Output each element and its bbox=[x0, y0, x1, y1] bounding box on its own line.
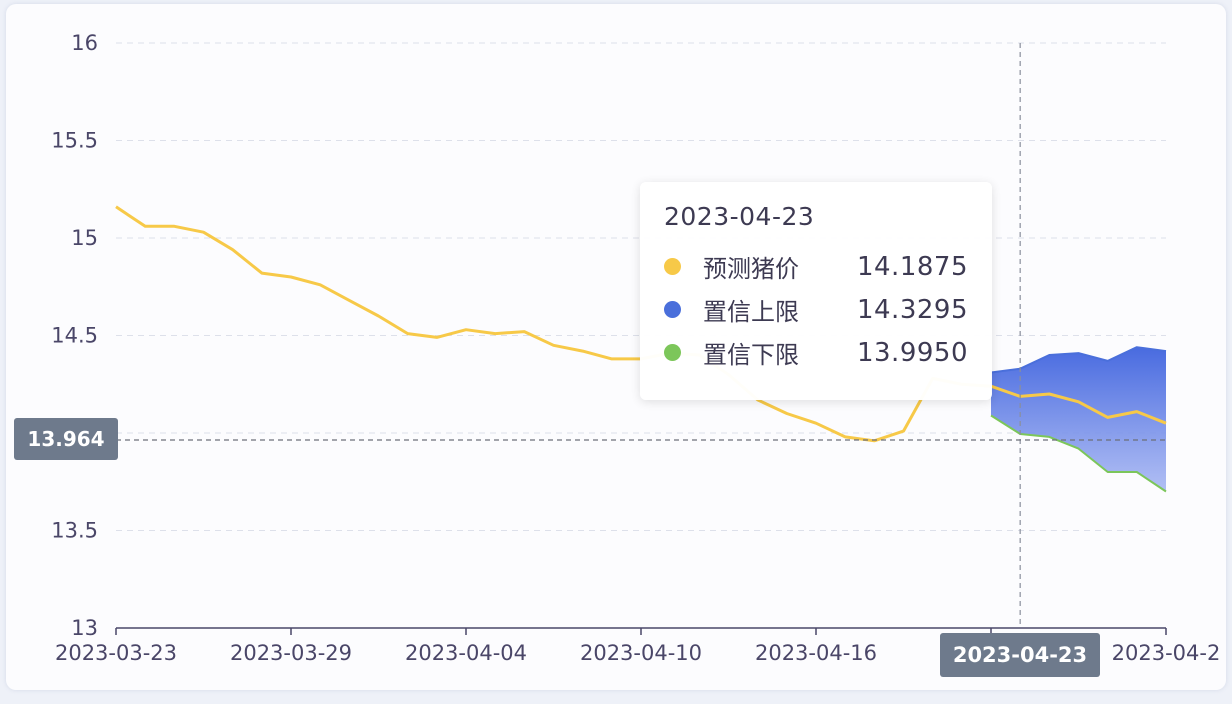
tooltip-row: 置信下限 13.9950 bbox=[664, 331, 968, 374]
tooltip-series-value: 13.9950 bbox=[856, 337, 968, 368]
x-tick-label: 2023-04-04 bbox=[405, 641, 527, 665]
y-axis-pointer-label: 13.964 bbox=[14, 418, 118, 460]
y-tick-label: 13 bbox=[71, 616, 98, 640]
tooltip-series-name: 置信下限 bbox=[703, 341, 799, 369]
y-tick-label: 16 bbox=[71, 31, 98, 55]
confidence-band bbox=[991, 347, 1166, 492]
x-tick-label: 2023-04-10 bbox=[580, 641, 702, 665]
tooltip: 2023-04-23 预测猪价 14.1875 置信上限 14.3295 置信下… bbox=[640, 182, 992, 400]
y-tick-label: 14.5 bbox=[51, 324, 98, 348]
chart-card bbox=[6, 4, 1226, 690]
y-tick-label: 13.5 bbox=[51, 519, 98, 543]
series-dot-icon bbox=[664, 344, 681, 361]
x-tick-label: 2023-03-29 bbox=[230, 641, 352, 665]
tooltip-series-name: 置信上限 bbox=[703, 298, 799, 326]
x-tick-label: 2023-04-2 bbox=[1112, 641, 1221, 665]
tooltip-row: 置信上限 14.3295 bbox=[664, 288, 968, 331]
x-axis-pointer-label: 2023-04-23 bbox=[940, 633, 1100, 677]
tooltip-series-value: 14.1875 bbox=[856, 251, 968, 282]
series-dot-icon bbox=[664, 301, 681, 318]
tooltip-date: 2023-04-23 bbox=[664, 202, 815, 231]
tooltip-series-name: 预测猪价 bbox=[703, 255, 799, 283]
tooltip-row: 预测猪价 14.1875 bbox=[664, 245, 968, 288]
y-tick-label: 15 bbox=[71, 226, 98, 250]
series-dot-icon bbox=[664, 258, 681, 275]
x-tick-label: 2023-04-16 bbox=[755, 641, 877, 665]
y-tick-label: 15.5 bbox=[51, 129, 98, 153]
x-tick-label: 2023-03-23 bbox=[55, 641, 177, 665]
tooltip-series-value: 14.3295 bbox=[856, 294, 968, 325]
